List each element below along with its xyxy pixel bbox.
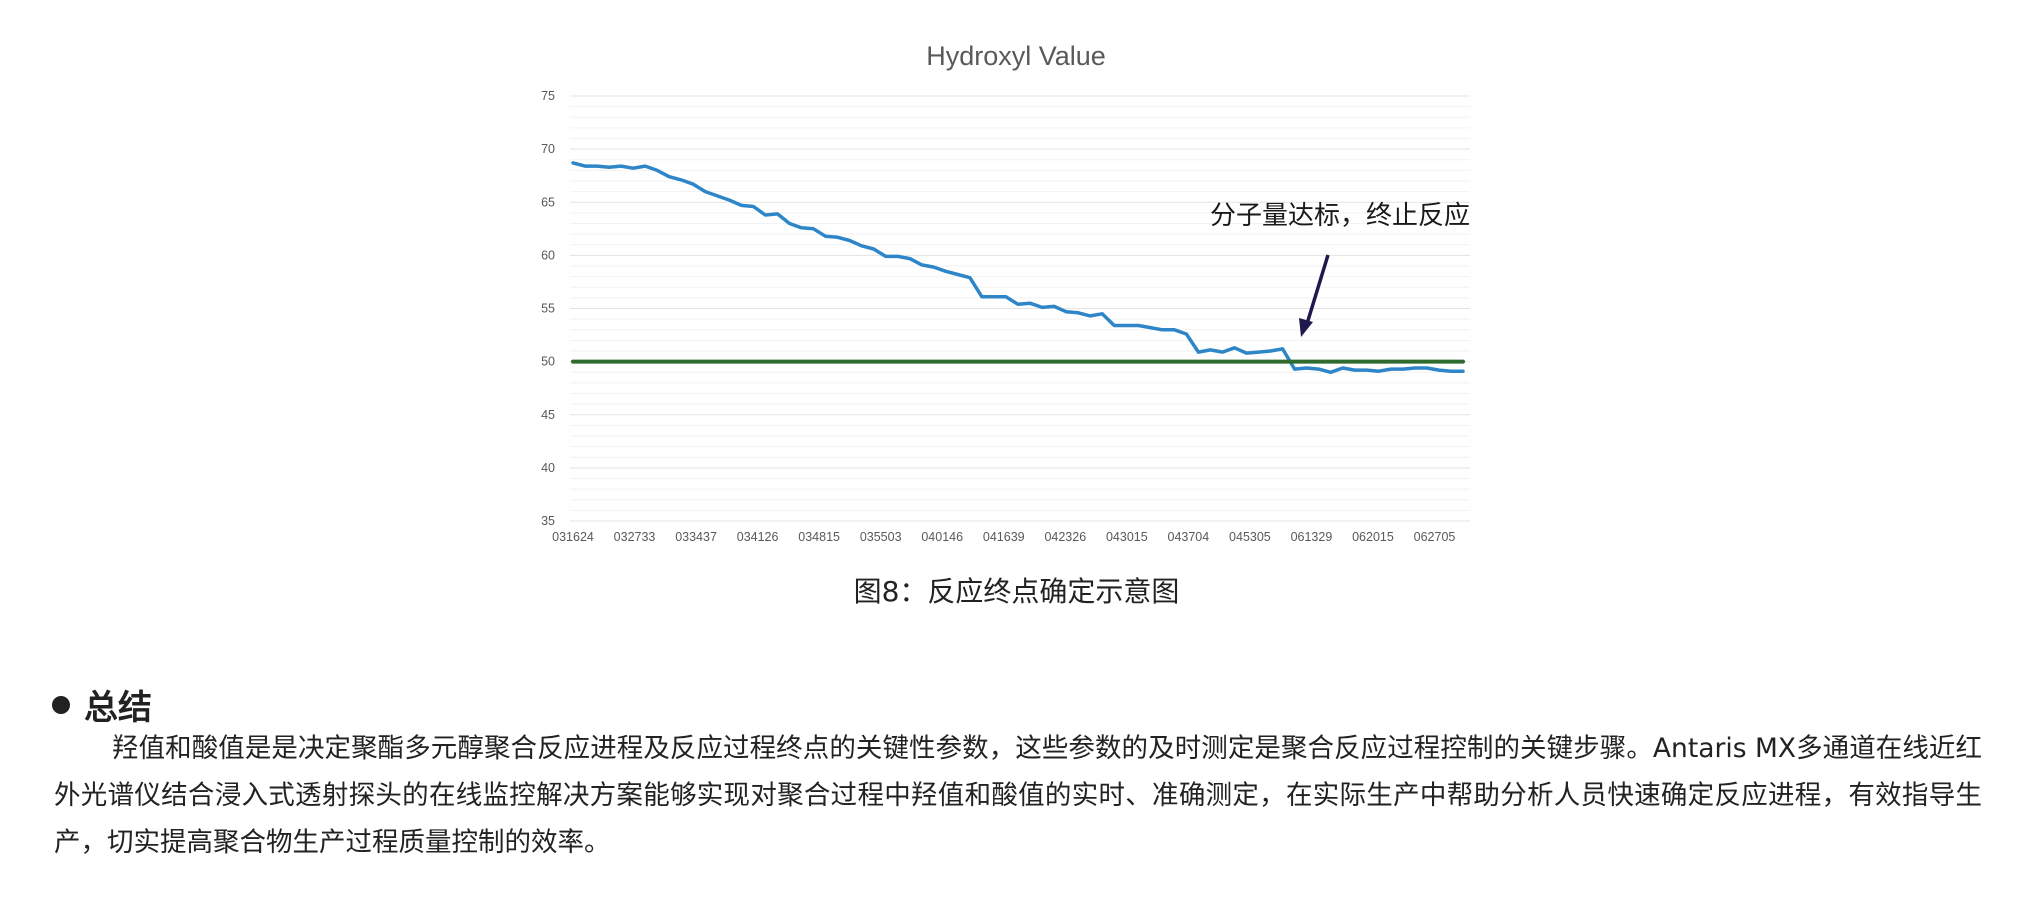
x-axis-ticks: 031624 032733 033437 034126 034815 035503 0401…: [552, 530, 1455, 544]
y-tick-label: 75: [541, 89, 555, 103]
x-tick-label: 035503: [860, 530, 902, 544]
hydroxyl-value-chart: Hydroxyl Value 35 40 45 50 55 60 65 70 75 031624…: [541, 41, 1470, 544]
chart-gridlines: [570, 95, 1470, 522]
x-tick-label: 061329: [1291, 530, 1333, 544]
x-tick-label: 062705: [1414, 530, 1456, 544]
chart-title: Hydroxyl Value: [926, 41, 1106, 71]
hydroxyl-series-line: [571, 161, 1465, 375]
annotation-arrow-head: [1299, 318, 1313, 337]
bullet-icon: [52, 695, 70, 714]
x-tick-label: 033437: [675, 530, 717, 544]
y-tick-label: 60: [541, 248, 555, 262]
summary-title: 总结: [84, 688, 152, 728]
y-tick-label: 40: [541, 461, 555, 475]
x-tick-label: 031624: [552, 530, 594, 544]
x-tick-label: 043704: [1168, 530, 1210, 544]
annotation-arrow-line: [1304, 254, 1330, 328]
chart-annotation: 分子量达标，终止反应: [1210, 201, 1470, 337]
summary-paragraph: 羟值和酸值是是决定聚酯多元醇聚合反应进程及反应过程终点的关键性参数，这些参数的及…: [54, 733, 1982, 858]
y-tick-label: 70: [541, 142, 555, 156]
x-tick-label: 045305: [1229, 530, 1271, 544]
chart-series: [571, 161, 1465, 375]
y-tick-label: 50: [541, 355, 555, 369]
figure-caption: 图8：反应终点确定示意图: [853, 575, 1180, 608]
x-tick-label: 062015: [1352, 530, 1394, 544]
annotation-label: 分子量达标，终止反应: [1210, 201, 1470, 231]
x-tick-label: 042326: [1044, 530, 1086, 544]
x-tick-label: 040146: [921, 530, 963, 544]
y-tick-label: 45: [541, 408, 555, 422]
x-tick-label: 032733: [614, 530, 656, 544]
y-axis-ticks: 35 40 45 50 55 60 65 70 75: [541, 89, 555, 528]
y-tick-label: 35: [541, 514, 555, 528]
summary-heading: 总结: [52, 680, 152, 729]
x-tick-label: 041639: [983, 530, 1025, 544]
x-tick-label: 034815: [798, 530, 840, 544]
x-tick-label: 043015: [1106, 530, 1148, 544]
y-tick-label: 65: [541, 195, 555, 209]
x-tick-label: 034126: [737, 530, 779, 544]
y-tick-label: 55: [541, 302, 555, 316]
